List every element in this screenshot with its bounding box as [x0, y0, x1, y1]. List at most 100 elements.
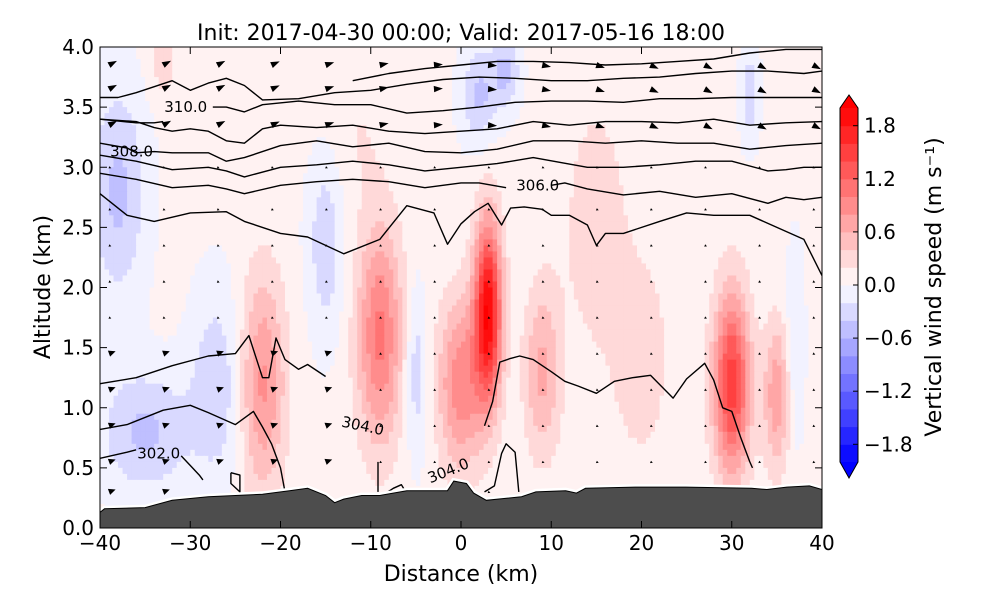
field-cell: [650, 83, 656, 90]
field-cell: [528, 107, 534, 114]
field-cell: [817, 215, 822, 222]
field-cell: [154, 221, 160, 228]
field-cell: [605, 191, 611, 198]
field-cell: [528, 167, 534, 174]
field-cell: [470, 65, 476, 72]
field-cell: [713, 137, 719, 144]
field-cell: [790, 215, 796, 222]
field-cell: [357, 227, 363, 234]
field-cell: [226, 155, 232, 162]
field-cell: [474, 53, 480, 60]
field-cell: [650, 149, 656, 156]
field-cell: [203, 233, 209, 240]
field-cell: [564, 167, 570, 174]
field-cell: [501, 107, 507, 114]
field-cell: [131, 191, 137, 198]
field-cell: [542, 197, 548, 204]
field-cell: [682, 185, 688, 192]
field-cell: [397, 221, 403, 228]
field-cell: [727, 71, 733, 78]
field-cell: [357, 65, 363, 72]
field-cell: [176, 203, 182, 210]
field-cell: [578, 89, 584, 96]
field-cell: [772, 125, 778, 132]
field-cell: [555, 107, 561, 114]
field-cell: [113, 137, 119, 144]
field-cell: [113, 179, 119, 186]
field-cell: [632, 65, 638, 72]
field-cell: [212, 59, 218, 66]
field-cell: [352, 221, 358, 228]
field-cell: [406, 197, 412, 204]
field-cell: [357, 113, 363, 120]
field-cell: [221, 209, 227, 216]
field-cell: [790, 167, 796, 174]
field-cell: [501, 125, 507, 132]
field-cell: [569, 221, 575, 228]
field-cell: [181, 71, 187, 78]
field-cell: [492, 191, 498, 198]
field-cell: [275, 197, 282, 204]
field-cell: [100, 125, 106, 132]
field-cell: [127, 71, 133, 78]
field-cell: [763, 119, 769, 126]
field-cell: [686, 59, 692, 66]
field-cell: [808, 101, 814, 108]
field-cell: [596, 59, 602, 66]
field-cell: [289, 209, 295, 216]
field-cell: [163, 137, 169, 144]
field-cell: [465, 173, 471, 180]
field-cell: [776, 185, 782, 192]
field-cell: [537, 53, 543, 60]
field-cell: [429, 71, 435, 78]
field-cell: [424, 197, 431, 204]
field-cell: [551, 161, 557, 168]
field-cell: [185, 101, 191, 108]
field-cell: [623, 119, 629, 126]
field-cell: [461, 197, 467, 204]
field-cell: [763, 173, 769, 180]
field-cell: [361, 215, 367, 222]
field-cell: [515, 89, 521, 96]
field-cell: [785, 59, 792, 66]
field-cell: [429, 53, 435, 60]
field-cell: [812, 161, 819, 168]
field-cell: [357, 185, 363, 192]
field-cell: [275, 101, 282, 108]
field-cell: [627, 185, 634, 192]
field-cell: [587, 83, 593, 90]
field-cell: [501, 47, 507, 54]
field-cell: [718, 53, 724, 60]
field-cell: [149, 77, 155, 84]
field-cell: [740, 215, 746, 222]
field-cell: [785, 161, 792, 168]
field-cell: [659, 155, 665, 162]
field-cell: [772, 77, 778, 84]
field-cell: [803, 185, 810, 192]
field-cell: [564, 113, 570, 120]
field-cell: [600, 143, 606, 150]
field-cell: [370, 185, 376, 192]
field-cell: [352, 227, 358, 234]
field-cell: [528, 149, 534, 156]
field-cell: [808, 137, 814, 144]
field-cell: [749, 191, 755, 198]
field-cell: [402, 131, 408, 138]
field-cell: [393, 155, 399, 162]
field-cell: [740, 101, 746, 108]
field-cell: [609, 203, 616, 210]
field-cell: [790, 197, 796, 204]
field-cell: [564, 89, 570, 96]
field-cell: [794, 161, 801, 168]
field-cell: [817, 197, 822, 204]
field-cell: [677, 197, 683, 204]
field-cell: [212, 89, 218, 96]
field-cell: [172, 47, 178, 54]
field-cell: [154, 149, 160, 156]
field-cell: [605, 137, 611, 144]
field-cell: [605, 185, 611, 192]
field-cell: [627, 113, 634, 120]
field-cell: [691, 83, 697, 90]
field-cell: [312, 155, 318, 162]
field-cell: [673, 137, 679, 144]
